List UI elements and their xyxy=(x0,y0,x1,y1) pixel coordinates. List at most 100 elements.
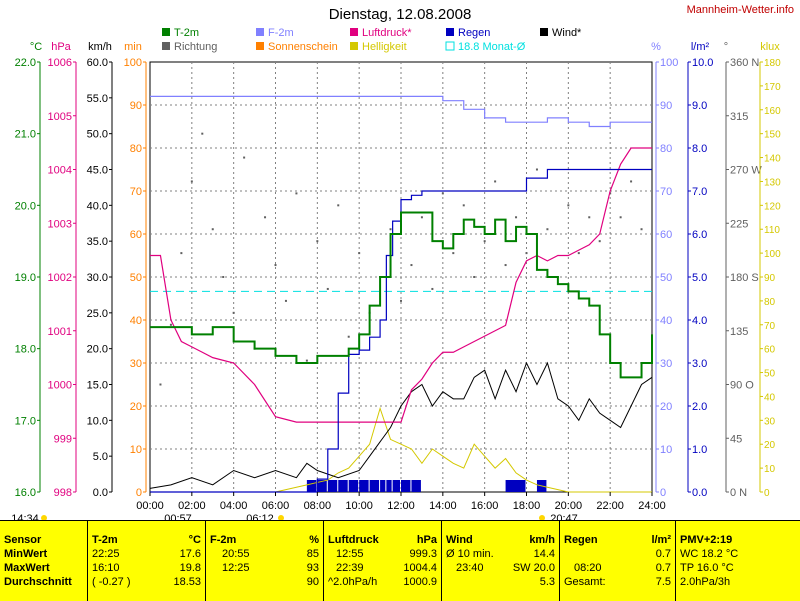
direction-point xyxy=(326,287,329,290)
wind-max-time: 23:40 xyxy=(456,562,484,574)
right-axis-label: 0 xyxy=(660,487,666,499)
wind-avg-10min: 14.4 xyxy=(533,548,555,560)
sensor-head: Sensor xyxy=(4,534,42,546)
rain-max-value: 0.7 xyxy=(655,562,671,574)
direction-point xyxy=(577,252,580,255)
col-humid: F-2m% 20:55 85 12:25 93 90 xyxy=(206,521,324,601)
legend-label: Luftdruck* xyxy=(362,27,412,39)
temp-max-value: 19.8 xyxy=(179,562,201,574)
left-axis-label: 21.0 xyxy=(15,129,36,141)
direction-point xyxy=(525,252,528,255)
right-axis-label: 0 xyxy=(764,488,770,499)
right-axis-label: 3.0 xyxy=(692,358,707,370)
direction-point xyxy=(630,180,633,183)
right-axis-label: 6.0 xyxy=(692,229,707,241)
pmv-pressure-trend: 2.0hPa/3h xyxy=(680,576,731,588)
temp-unit: °C xyxy=(188,534,201,546)
direction-point xyxy=(295,192,298,195)
direction-point xyxy=(515,216,518,219)
rain-unit: l/m² xyxy=(651,534,671,546)
direction-point xyxy=(159,383,162,386)
rain-bar xyxy=(380,480,386,492)
humid-head: F-2m xyxy=(210,534,237,546)
humid-max-time: 12:25 xyxy=(222,562,250,574)
rain-bar xyxy=(369,480,380,492)
direction-point xyxy=(588,216,591,219)
direction-point xyxy=(232,311,235,314)
sunrise-icon xyxy=(278,515,284,520)
rain-bar xyxy=(348,480,359,492)
left-axis-label: 30.0 xyxy=(87,272,108,284)
right-axis-label: 90 xyxy=(764,273,776,284)
direction-point xyxy=(169,323,172,326)
temp-trend: ( -0.27 ) xyxy=(92,576,131,588)
x-axis-label: 20:00 xyxy=(555,500,583,512)
left-axis-unit: °C xyxy=(30,41,42,53)
rain-total-label: Gesamt: xyxy=(564,576,606,588)
brand-link[interactable]: Mannheim-Wetter.info xyxy=(686,4,794,16)
right-axis-label: 8.0 xyxy=(692,143,707,155)
right-axis-label: 30 xyxy=(764,416,776,427)
direction-point xyxy=(504,264,507,267)
temp-max-time: 16:10 xyxy=(92,562,120,574)
right-axis-label: 10 xyxy=(660,444,672,456)
right-axis-label: 120 xyxy=(764,201,781,212)
weather-chart: T-2m F-2m Luftdruck* Regen Wind* Richtung Sonn… xyxy=(11,27,781,520)
rain-rate-value: 0.7 xyxy=(655,548,671,560)
direction-point xyxy=(535,168,538,171)
press-head: Luftdruck xyxy=(328,534,379,546)
direction-point xyxy=(264,216,267,219)
left-axis-label: 15.0 xyxy=(87,380,108,392)
direction-point xyxy=(400,299,402,302)
left-axis-label: 70 xyxy=(130,186,142,198)
col-press: Luftdruck hPa 12:55 999.3 22:39 1004.4 ^2.0… xyxy=(324,521,442,601)
stats-table: Sensor MinWert MaxWert Durchschnitt T-2m… xyxy=(0,520,800,601)
press-unit: hPa xyxy=(416,534,437,546)
right-axis-label: 2.0 xyxy=(692,401,707,413)
press-min-value: 999.3 xyxy=(409,548,437,560)
left-axis-label: 18.0 xyxy=(15,344,36,356)
noon-icon xyxy=(41,515,47,520)
direction-point xyxy=(473,276,476,278)
left-axis-label: 90 xyxy=(130,100,142,112)
col-wind: Wind km/h Ø 10 min. 14.4 23:40 SW 20.0 5.3 xyxy=(442,521,560,601)
wind-head: Wind xyxy=(446,534,473,546)
left-axis-unit: km/h xyxy=(88,41,112,53)
right-axis-label: 0.0 xyxy=(692,487,707,499)
direction-point xyxy=(222,276,225,278)
left-axis-label: 10 xyxy=(130,444,142,456)
rain-bar xyxy=(327,480,338,492)
rain-total-value: 7.5 xyxy=(655,576,671,588)
rain-max-time: 08:20 xyxy=(574,562,602,574)
rain-bar xyxy=(386,480,392,492)
legend-swatch xyxy=(350,28,358,36)
legend-swatch xyxy=(256,42,264,50)
right-axis-unit: klux xyxy=(760,41,780,53)
wind-avg-label: Ø 10 min. xyxy=(446,548,494,560)
series-layer xyxy=(149,95,653,493)
right-axis-label: 180 xyxy=(764,58,781,69)
row-min-label: MinWert xyxy=(4,548,48,560)
legend-label: T-2m xyxy=(174,27,199,39)
pmv-windchill: WC 18.2 °C xyxy=(680,548,739,560)
x-axis-label: 14:00 xyxy=(429,500,457,512)
noon-time: 14:34 xyxy=(11,513,39,520)
right-axis-label: 110 xyxy=(764,225,780,236)
row-avg-label: Durchschnitt xyxy=(4,576,72,588)
left-axis-label: 1000 xyxy=(48,380,72,392)
left-axis-label: 20.0 xyxy=(15,200,36,212)
right-axis-label: 20 xyxy=(660,401,672,413)
pmv-dewpoint: TP 16.0 °C xyxy=(680,562,734,574)
right-axis-label: 150 xyxy=(764,130,781,141)
right-axis-label: 40 xyxy=(764,392,776,403)
sunset-icon xyxy=(539,515,545,520)
press-max-time: 22:39 xyxy=(336,562,364,574)
humid-avg-value: 90 xyxy=(306,576,319,588)
row-max-label: MaxWert xyxy=(4,562,50,574)
left-axis-label: 1001 xyxy=(48,326,72,338)
right-axis-label: 90 xyxy=(660,100,672,112)
left-axis-label: 50.0 xyxy=(87,129,108,141)
x-axis-label: 22:00 xyxy=(596,500,624,512)
legend-label: Wind* xyxy=(552,27,582,39)
legend-swatch xyxy=(446,28,454,36)
